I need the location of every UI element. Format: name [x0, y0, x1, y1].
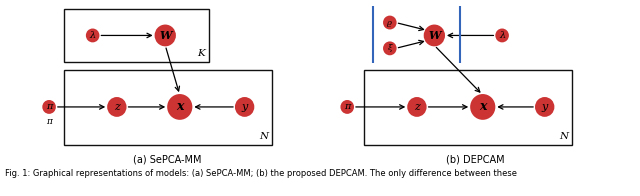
Text: W: W	[159, 30, 172, 41]
Bar	[63, 70, 272, 145]
Circle shape	[44, 101, 55, 113]
Circle shape	[471, 95, 494, 119]
Circle shape	[536, 98, 554, 116]
Text: W: W	[428, 30, 440, 41]
Text: y: y	[541, 102, 548, 112]
Text: x: x	[479, 100, 486, 113]
Circle shape	[384, 42, 396, 54]
Text: z: z	[414, 102, 420, 112]
Text: ξ: ξ	[387, 44, 392, 52]
Circle shape	[168, 95, 191, 119]
Text: π: π	[344, 103, 351, 112]
Circle shape	[384, 17, 396, 28]
Text: (b) DEPCAM: (b) DEPCAM	[445, 155, 504, 165]
Circle shape	[236, 98, 253, 116]
Text: z: z	[114, 102, 120, 112]
Text: π: π	[46, 117, 52, 126]
Circle shape	[156, 25, 175, 45]
Text: Fig. 1: Graphical representations of models: (a) SePCA-MM; (b) the proposed DEPC: Fig. 1: Graphical representations of mod…	[4, 170, 516, 179]
Circle shape	[425, 25, 444, 45]
Text: N: N	[259, 132, 268, 141]
Text: y: y	[241, 102, 248, 112]
Text: π: π	[46, 103, 52, 112]
Text: x: x	[176, 100, 184, 113]
Circle shape	[408, 98, 426, 116]
Bar	[364, 70, 572, 145]
Text: ϱ: ϱ	[387, 19, 392, 26]
Text: N: N	[559, 132, 568, 141]
Circle shape	[108, 98, 125, 116]
Text: λ: λ	[90, 31, 96, 40]
Text: K: K	[197, 49, 205, 58]
Bar	[63, 9, 209, 62]
Circle shape	[87, 29, 99, 41]
Circle shape	[496, 29, 508, 41]
Circle shape	[341, 101, 353, 113]
Text: (a) SePCA-MM: (a) SePCA-MM	[133, 155, 202, 165]
Text: λ: λ	[499, 31, 505, 40]
